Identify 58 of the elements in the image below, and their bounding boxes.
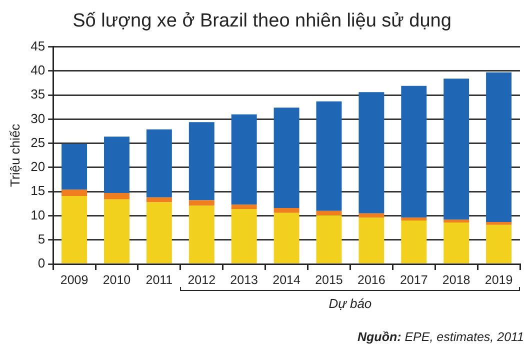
- bar: [444, 78, 470, 220]
- y-tick-label: 40: [30, 62, 46, 78]
- bar: [444, 220, 470, 222]
- text: Nguồn: EPE, estimates, 2011: [358, 330, 524, 344]
- bar: [274, 108, 300, 208]
- bar: [104, 193, 130, 200]
- bar: [62, 144, 88, 190]
- x-tick-label: 2015: [315, 272, 343, 287]
- text: Dự báo: [328, 296, 373, 311]
- bar: [62, 190, 88, 196]
- bar: [274, 212, 300, 264]
- bar: [231, 208, 257, 264]
- y-tick-label: 35: [30, 86, 46, 102]
- bar: [188, 122, 214, 200]
- bar: [401, 86, 427, 218]
- bar: [486, 222, 512, 225]
- bar: [358, 218, 384, 264]
- bar: [401, 218, 427, 221]
- y-tick-label: 30: [30, 110, 46, 126]
- bar: [146, 197, 172, 202]
- x-tick-label: 2011: [146, 272, 173, 287]
- bar: [188, 200, 214, 206]
- bar: [274, 208, 300, 213]
- chart-title: Số lượng xe ở Brazil theo nhiên liệu sử dụng: [72, 10, 452, 32]
- bar: [358, 92, 384, 214]
- y-tick-label: 25: [30, 134, 46, 150]
- bar: [231, 204, 257, 209]
- bar: [316, 101, 342, 211]
- x-tick-label: 2019: [484, 272, 513, 287]
- x-tick-label: 2010: [102, 272, 131, 287]
- y-tick-label: 0: [38, 256, 46, 271]
- bar: [486, 224, 512, 264]
- bar: [104, 136, 130, 194]
- bar: [104, 199, 130, 264]
- x-tick-label: 2016: [358, 272, 386, 287]
- x-tick-label: 2009: [60, 272, 88, 287]
- y-tick-label: 45: [30, 38, 46, 54]
- y-tick-label: 15: [30, 183, 46, 198]
- bar: [444, 222, 470, 264]
- x-tick-label: 2018: [442, 272, 470, 287]
- x-tick-label: 2013: [230, 272, 258, 287]
- bar: [188, 206, 214, 264]
- y-tick-label: 5: [38, 231, 46, 246]
- bar: [486, 72, 512, 222]
- y-tick-label: 10: [30, 207, 46, 222]
- bar: [316, 215, 342, 264]
- x-tick-label: 2012: [188, 272, 216, 287]
- bar: [358, 213, 384, 218]
- y-axis-title: Triệu chiếc: [7, 123, 22, 187]
- bar: [316, 210, 342, 216]
- x-tick-label: 2014: [272, 272, 300, 287]
- bar: [231, 114, 257, 205]
- bar: [146, 129, 172, 198]
- y-tick-label: 20: [30, 159, 46, 174]
- x-tick-label: 2017: [400, 272, 428, 287]
- bar: [401, 220, 427, 264]
- bar: [62, 196, 88, 264]
- bar: [146, 202, 172, 264]
